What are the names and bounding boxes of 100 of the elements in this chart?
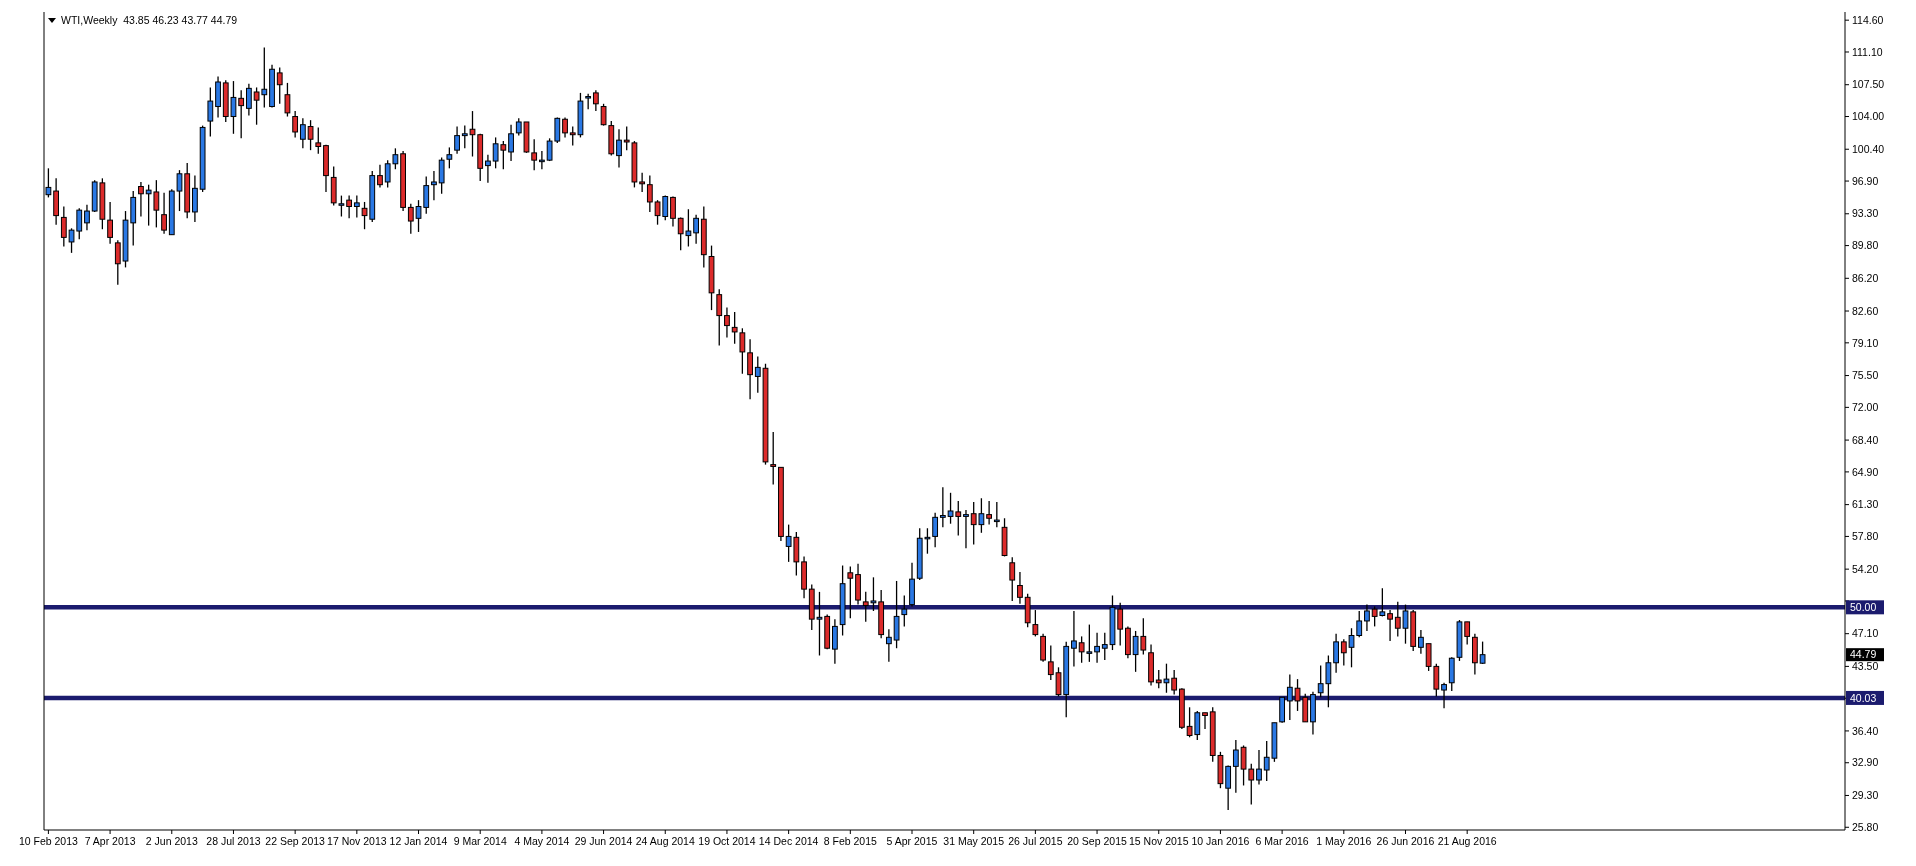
candlestick — [292, 110, 299, 139]
candlestick — [1225, 764, 1232, 811]
y-tick-label: 68.40 — [1852, 433, 1879, 446]
candlestick — [315, 126, 322, 155]
candlestick — [939, 486, 946, 528]
candlestick — [832, 618, 838, 665]
y-tick-label: 107.50 — [1852, 78, 1885, 91]
candlestick — [307, 119, 314, 151]
y-tick-label: 82.60 — [1852, 304, 1879, 317]
x-tick-label: 6 Mar 2016 — [1255, 835, 1309, 847]
y-tick-label: 96.90 — [1852, 174, 1879, 187]
y-tick-label: 114.60 — [1852, 13, 1884, 26]
candlestick — [747, 338, 753, 400]
y-tick-label: 29.30 — [1852, 789, 1879, 802]
y-tick-label: 100.40 — [1852, 142, 1885, 155]
x-tick-label: 26 Jul 2015 — [1008, 835, 1063, 847]
x-tick-label: 8 Feb 2015 — [823, 835, 878, 847]
candlestick — [431, 170, 437, 201]
candlestick — [1479, 640, 1486, 665]
x-tick-label: 20 Sep 2015 — [1067, 835, 1127, 847]
candlestick — [893, 580, 900, 649]
x-tick-label: 10 Jan 2016 — [1191, 835, 1250, 847]
candlestick — [724, 306, 730, 339]
candlestick — [1094, 632, 1100, 664]
x-tick-label: 26 Jun 2016 — [1376, 835, 1435, 847]
candlestick — [1387, 609, 1393, 642]
ref-line-label: 40.03 — [1850, 691, 1877, 704]
candlestick — [639, 172, 646, 193]
x-tick-label: 22 Sep 2013 — [265, 835, 326, 847]
candlestick — [1418, 629, 1424, 655]
x-tick-label: 31 May 2015 — [943, 835, 1005, 847]
x-tick-label: 21 Aug 2016 — [1437, 835, 1497, 847]
y-tick-label: 47.10 — [1852, 627, 1879, 640]
candlestick — [299, 117, 306, 149]
candlestick — [508, 124, 514, 162]
candlestick — [592, 89, 599, 112]
candlestick — [932, 512, 939, 548]
x-tick-label: 19 Oct 2014 — [698, 835, 756, 847]
candlestick — [107, 201, 113, 245]
x-tick-label: 17 Nov 2013 — [327, 835, 387, 847]
candlestick — [986, 500, 992, 526]
y-tick-label: 86.20 — [1852, 271, 1879, 284]
candlestick — [161, 192, 167, 235]
y-tick-label: 111.10 — [1852, 45, 1883, 58]
y-tick-label: 64.90 — [1852, 465, 1879, 478]
candlestick — [616, 128, 622, 169]
chart-title: WTI,Weekly 43.85 46.23 43.77 44.79 — [61, 14, 238, 26]
candlestick — [1009, 556, 1016, 602]
candlestick — [1171, 669, 1178, 696]
y-tick-label: 104.00 — [1852, 110, 1885, 123]
candlestick — [276, 66, 283, 105]
candlestick — [770, 431, 777, 486]
x-tick-label: 15 Nov 2015 — [1128, 835, 1189, 847]
candlestick — [1333, 633, 1339, 674]
candlestick — [1441, 682, 1447, 709]
candlestick — [539, 150, 545, 170]
y-tick-label: 61.30 — [1852, 498, 1879, 511]
y-tick-label: 75.50 — [1852, 369, 1879, 382]
candlestick — [485, 154, 491, 184]
y-tick-label: 54.20 — [1852, 562, 1879, 575]
candlestick — [670, 195, 676, 228]
ref-line-label: 50.00 — [1850, 601, 1877, 613]
candlestick — [1202, 712, 1208, 730]
x-tick-label: 2 Jun 2013 — [145, 835, 198, 847]
candlestick — [454, 125, 460, 155]
x-tick-label: 28 Jul 2013 — [206, 835, 261, 847]
y-tick-label: 32.90 — [1852, 756, 1879, 769]
candlestick — [646, 174, 653, 213]
candlestick — [847, 565, 854, 619]
candlestick — [138, 181, 144, 218]
candlestick — [562, 116, 568, 139]
y-tick-label: 93.30 — [1852, 207, 1879, 220]
candlestick — [346, 194, 353, 219]
candlestick — [1017, 571, 1023, 605]
candlestick — [693, 214, 699, 245]
candlestick — [993, 501, 1000, 528]
y-tick-label: 57.80 — [1852, 530, 1879, 543]
x-tick-label: 4 May 2014 — [514, 835, 570, 847]
candlestick — [245, 83, 252, 117]
candlestick — [84, 204, 90, 231]
x-tick-label: 5 Apr 2015 — [886, 835, 938, 847]
candlestick — [1071, 610, 1077, 668]
x-tick-label: 9 Mar 2014 — [453, 835, 507, 847]
x-tick-label: 29 Jun 2014 — [574, 835, 633, 847]
y-tick-label: 89.80 — [1852, 239, 1879, 252]
candlestick — [1040, 633, 1046, 663]
candlestick — [1032, 609, 1039, 638]
x-tick-label: 24 Aug 2014 — [635, 835, 695, 847]
candlestick — [207, 86, 214, 138]
candlestick — [353, 194, 360, 219]
x-tick-label: 10 Feb 2013 — [18, 835, 79, 847]
candlestick — [963, 509, 969, 549]
candlestick — [716, 288, 723, 347]
candlestick — [1256, 749, 1262, 786]
candlestick — [1232, 739, 1239, 794]
x-tick-label: 7 Apr 2013 — [84, 835, 136, 847]
x-tick-label: 14 Dec 2014 — [758, 835, 819, 847]
candlestick — [377, 164, 383, 189]
y-tick-label: 72.00 — [1852, 401, 1879, 414]
candlestick — [600, 103, 607, 127]
